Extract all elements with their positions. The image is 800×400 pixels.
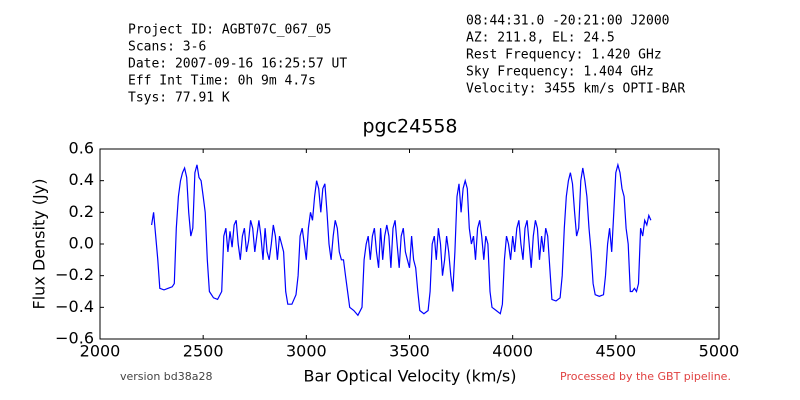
y-tick-label: −0.4	[55, 297, 94, 316]
header-line: Sky Frequency: 1.404 GHz	[466, 65, 654, 80]
spectrum-line	[151, 162, 652, 317]
header-line: Tsys: 77.91 K	[128, 91, 230, 106]
y-tick-label: 0.2	[69, 202, 94, 221]
x-tick-label: 4000	[492, 342, 533, 361]
x-tick-label: 5000	[699, 342, 740, 361]
x-axis-label: Bar Optical Velocity (km/s)	[304, 367, 517, 386]
header-line: Eff Int Time: 0h 9m 4.7s	[128, 74, 316, 89]
header-line: Rest Frequency: 1.420 GHz	[466, 48, 662, 63]
version-text: version bd38a28	[120, 370, 213, 383]
y-tick-label: 0.0	[69, 234, 94, 253]
header-line: Scans: 3-6	[128, 40, 206, 55]
x-tick-label: 2000	[80, 342, 121, 361]
y-tick-label: −0.2	[55, 265, 94, 284]
y-tick-label: 0.6	[69, 139, 94, 158]
header-line: Date: 2007-09-16 16:25:57 UT	[128, 57, 347, 72]
y-axis-label: Flux Density (Jy)	[30, 179, 49, 310]
chart-title: pgc24558	[362, 116, 457, 138]
y-tick-label: 0.4	[69, 170, 94, 189]
header-line: AZ: 211.8, EL: 24.5	[466, 31, 615, 46]
x-tick-label: 3500	[389, 342, 430, 361]
x-tick-label: 3000	[286, 342, 327, 361]
pipeline-text: Processed by the GBT pipeline.	[560, 370, 731, 383]
header-line: Project ID: AGBT07C_067_05	[128, 23, 332, 38]
y-tick-label: −0.6	[55, 329, 94, 348]
x-tick-label: 4500	[595, 342, 636, 361]
header-line: 08:44:31.0 -20:21:00 J2000	[466, 14, 670, 29]
x-tick-label: 2500	[183, 342, 224, 361]
header-line: Velocity: 3455 km/s OPTI-BAR	[466, 82, 685, 97]
plot-area	[99, 148, 720, 340]
